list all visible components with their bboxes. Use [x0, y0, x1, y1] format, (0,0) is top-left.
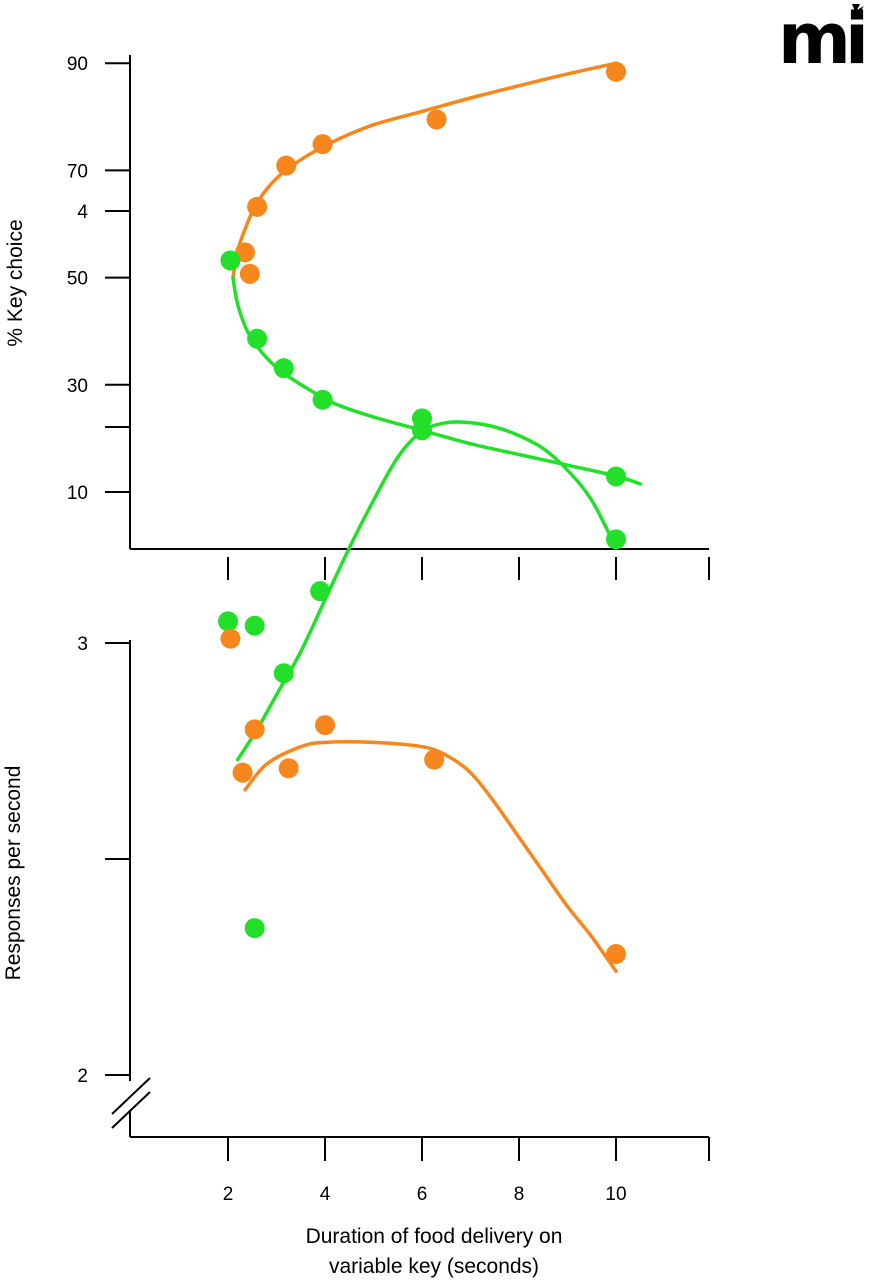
- fit-curve-green: [231, 275, 643, 486]
- y-tick-label: 70: [67, 161, 88, 182]
- data-point-orange: [424, 749, 445, 770]
- data-point-orange: [606, 61, 626, 82]
- data-point-green: [244, 615, 265, 636]
- data-point-orange: [232, 762, 253, 783]
- response-rate-panel: 4 3 2 2 4 6 8 10 Responses per second: [2, 202, 710, 1205]
- x-ticks: [227, 557, 710, 580]
- axis-break-icon: [111, 1077, 151, 1129]
- fit-curves: [235, 420, 618, 974]
- logo-text: mi: [778, 0, 864, 80]
- data-points: [218, 408, 626, 965]
- data-point-green: [244, 918, 265, 939]
- data-point-green: [312, 389, 333, 410]
- key-choice-panel: 90 70 50 30 10 % Key choice: [4, 54, 710, 580]
- data-point-green: [412, 408, 432, 429]
- x-axis-label-line-2: variable key (seconds): [329, 1255, 539, 1278]
- data-point-orange: [606, 944, 626, 965]
- x-tick-label: 10: [605, 1184, 626, 1205]
- x-tick-label: 4: [320, 1184, 331, 1205]
- data-point-orange: [239, 263, 260, 284]
- data-point-green: [273, 663, 294, 684]
- data-point-green: [310, 581, 331, 602]
- y-tick-label: 30: [67, 376, 88, 397]
- fit-curve-green: [235, 420, 618, 762]
- y-tick-label: 50: [67, 269, 88, 290]
- y-axis-label: % Key choice: [4, 219, 27, 346]
- data-point-green: [220, 250, 241, 271]
- y-axis-label: Responses per second: [2, 766, 25, 981]
- data-point-orange: [247, 196, 268, 217]
- data-point-orange: [276, 155, 297, 176]
- data-point-orange: [312, 134, 333, 155]
- logo-mark-icon: [852, 4, 864, 16]
- y-tick-label: 4: [77, 202, 88, 223]
- journal-logo: mi: [778, 0, 870, 80]
- fit-curve-orange: [243, 740, 618, 974]
- x-tick-label: 2: [223, 1184, 234, 1205]
- data-point-orange: [278, 758, 299, 779]
- y-tick-label: 2: [77, 1066, 88, 1087]
- data-points: [220, 61, 626, 487]
- data-point-orange: [315, 715, 335, 736]
- x-tick-label: 8: [514, 1184, 525, 1205]
- x-ticks: 2 4 6 8 10: [223, 1137, 710, 1205]
- data-point-green: [247, 328, 268, 349]
- data-point-orange: [426, 109, 447, 130]
- data-point-orange: [234, 242, 255, 263]
- y-tick-label: 3: [77, 634, 88, 655]
- y-tick-label: 10: [67, 483, 88, 504]
- x-tick-label: 6: [417, 1184, 428, 1205]
- y-ticks: 4 3 2: [77, 202, 130, 1087]
- y-ticks: 90 70 50 30 10: [67, 54, 130, 504]
- data-point-green: [218, 611, 238, 632]
- fit-curve-orange: [231, 61, 618, 280]
- x-axis-label-line-1: Duration of food delivery on: [306, 1225, 563, 1248]
- data-point-orange: [220, 628, 241, 649]
- data-point-green: [606, 529, 626, 550]
- y-tick-label: 90: [67, 54, 88, 75]
- data-point-green: [273, 358, 294, 379]
- data-point-green: [606, 466, 626, 487]
- data-point-orange: [244, 719, 265, 740]
